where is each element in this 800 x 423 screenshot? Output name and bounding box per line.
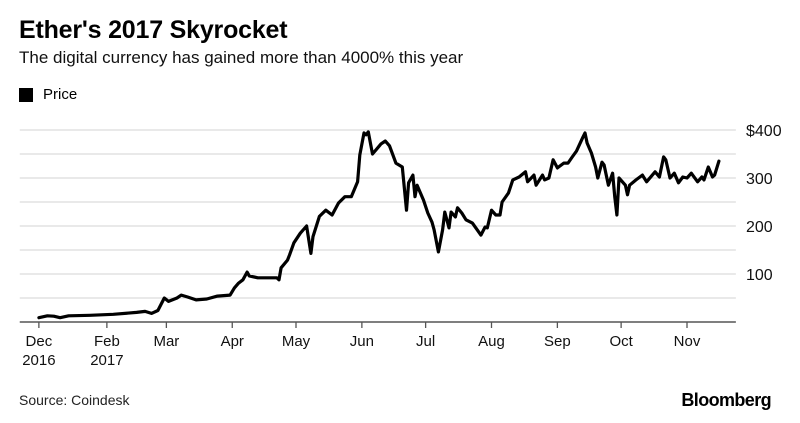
x-tick-label: Jun xyxy=(350,333,374,350)
chart-subtitle: The digital currency has gained more tha… xyxy=(19,48,464,67)
x-tick-label: Dec xyxy=(26,333,53,350)
x-tick-label: Nov xyxy=(674,333,701,350)
y-tick-label: 200 xyxy=(746,219,773,236)
source-note: Source: Coindesk xyxy=(19,392,130,408)
y-tick-label: 300 xyxy=(746,171,773,188)
legend: Price xyxy=(19,86,77,103)
x-tick-label: Feb xyxy=(94,333,120,350)
legend-swatch-price xyxy=(19,87,33,102)
x-tick-label: Jul xyxy=(416,333,435,350)
y-tick-label: 100 xyxy=(746,267,773,284)
x-tick-label: May xyxy=(282,333,311,350)
y-axis-tick-labels: $400 300 200 100 xyxy=(746,123,782,284)
series-layer xyxy=(37,130,721,320)
x-axis: Dec 2016 Feb 2017 Mar Apr May Jun Jul Aug Sep Oct No… xyxy=(19,321,736,369)
bloomberg-logo: Bloomberg xyxy=(681,390,771,410)
x-tick-label: Apr xyxy=(221,333,244,350)
x-tick-label: Oct xyxy=(609,333,633,350)
x-tick-label: Aug xyxy=(478,333,505,350)
y-tick-label: $400 xyxy=(746,123,782,140)
x-tick-year-label: 2017 xyxy=(90,352,123,369)
x-tick-label: Sep xyxy=(544,333,571,350)
x-tick-label: Mar xyxy=(153,333,179,350)
chart-title: Ether's 2017 Skyrocket xyxy=(19,16,288,44)
gridlines xyxy=(19,129,736,299)
x-tick-year-label: 2016 xyxy=(22,352,55,369)
series-line-price xyxy=(37,130,721,320)
legend-label-price: Price xyxy=(43,86,78,103)
